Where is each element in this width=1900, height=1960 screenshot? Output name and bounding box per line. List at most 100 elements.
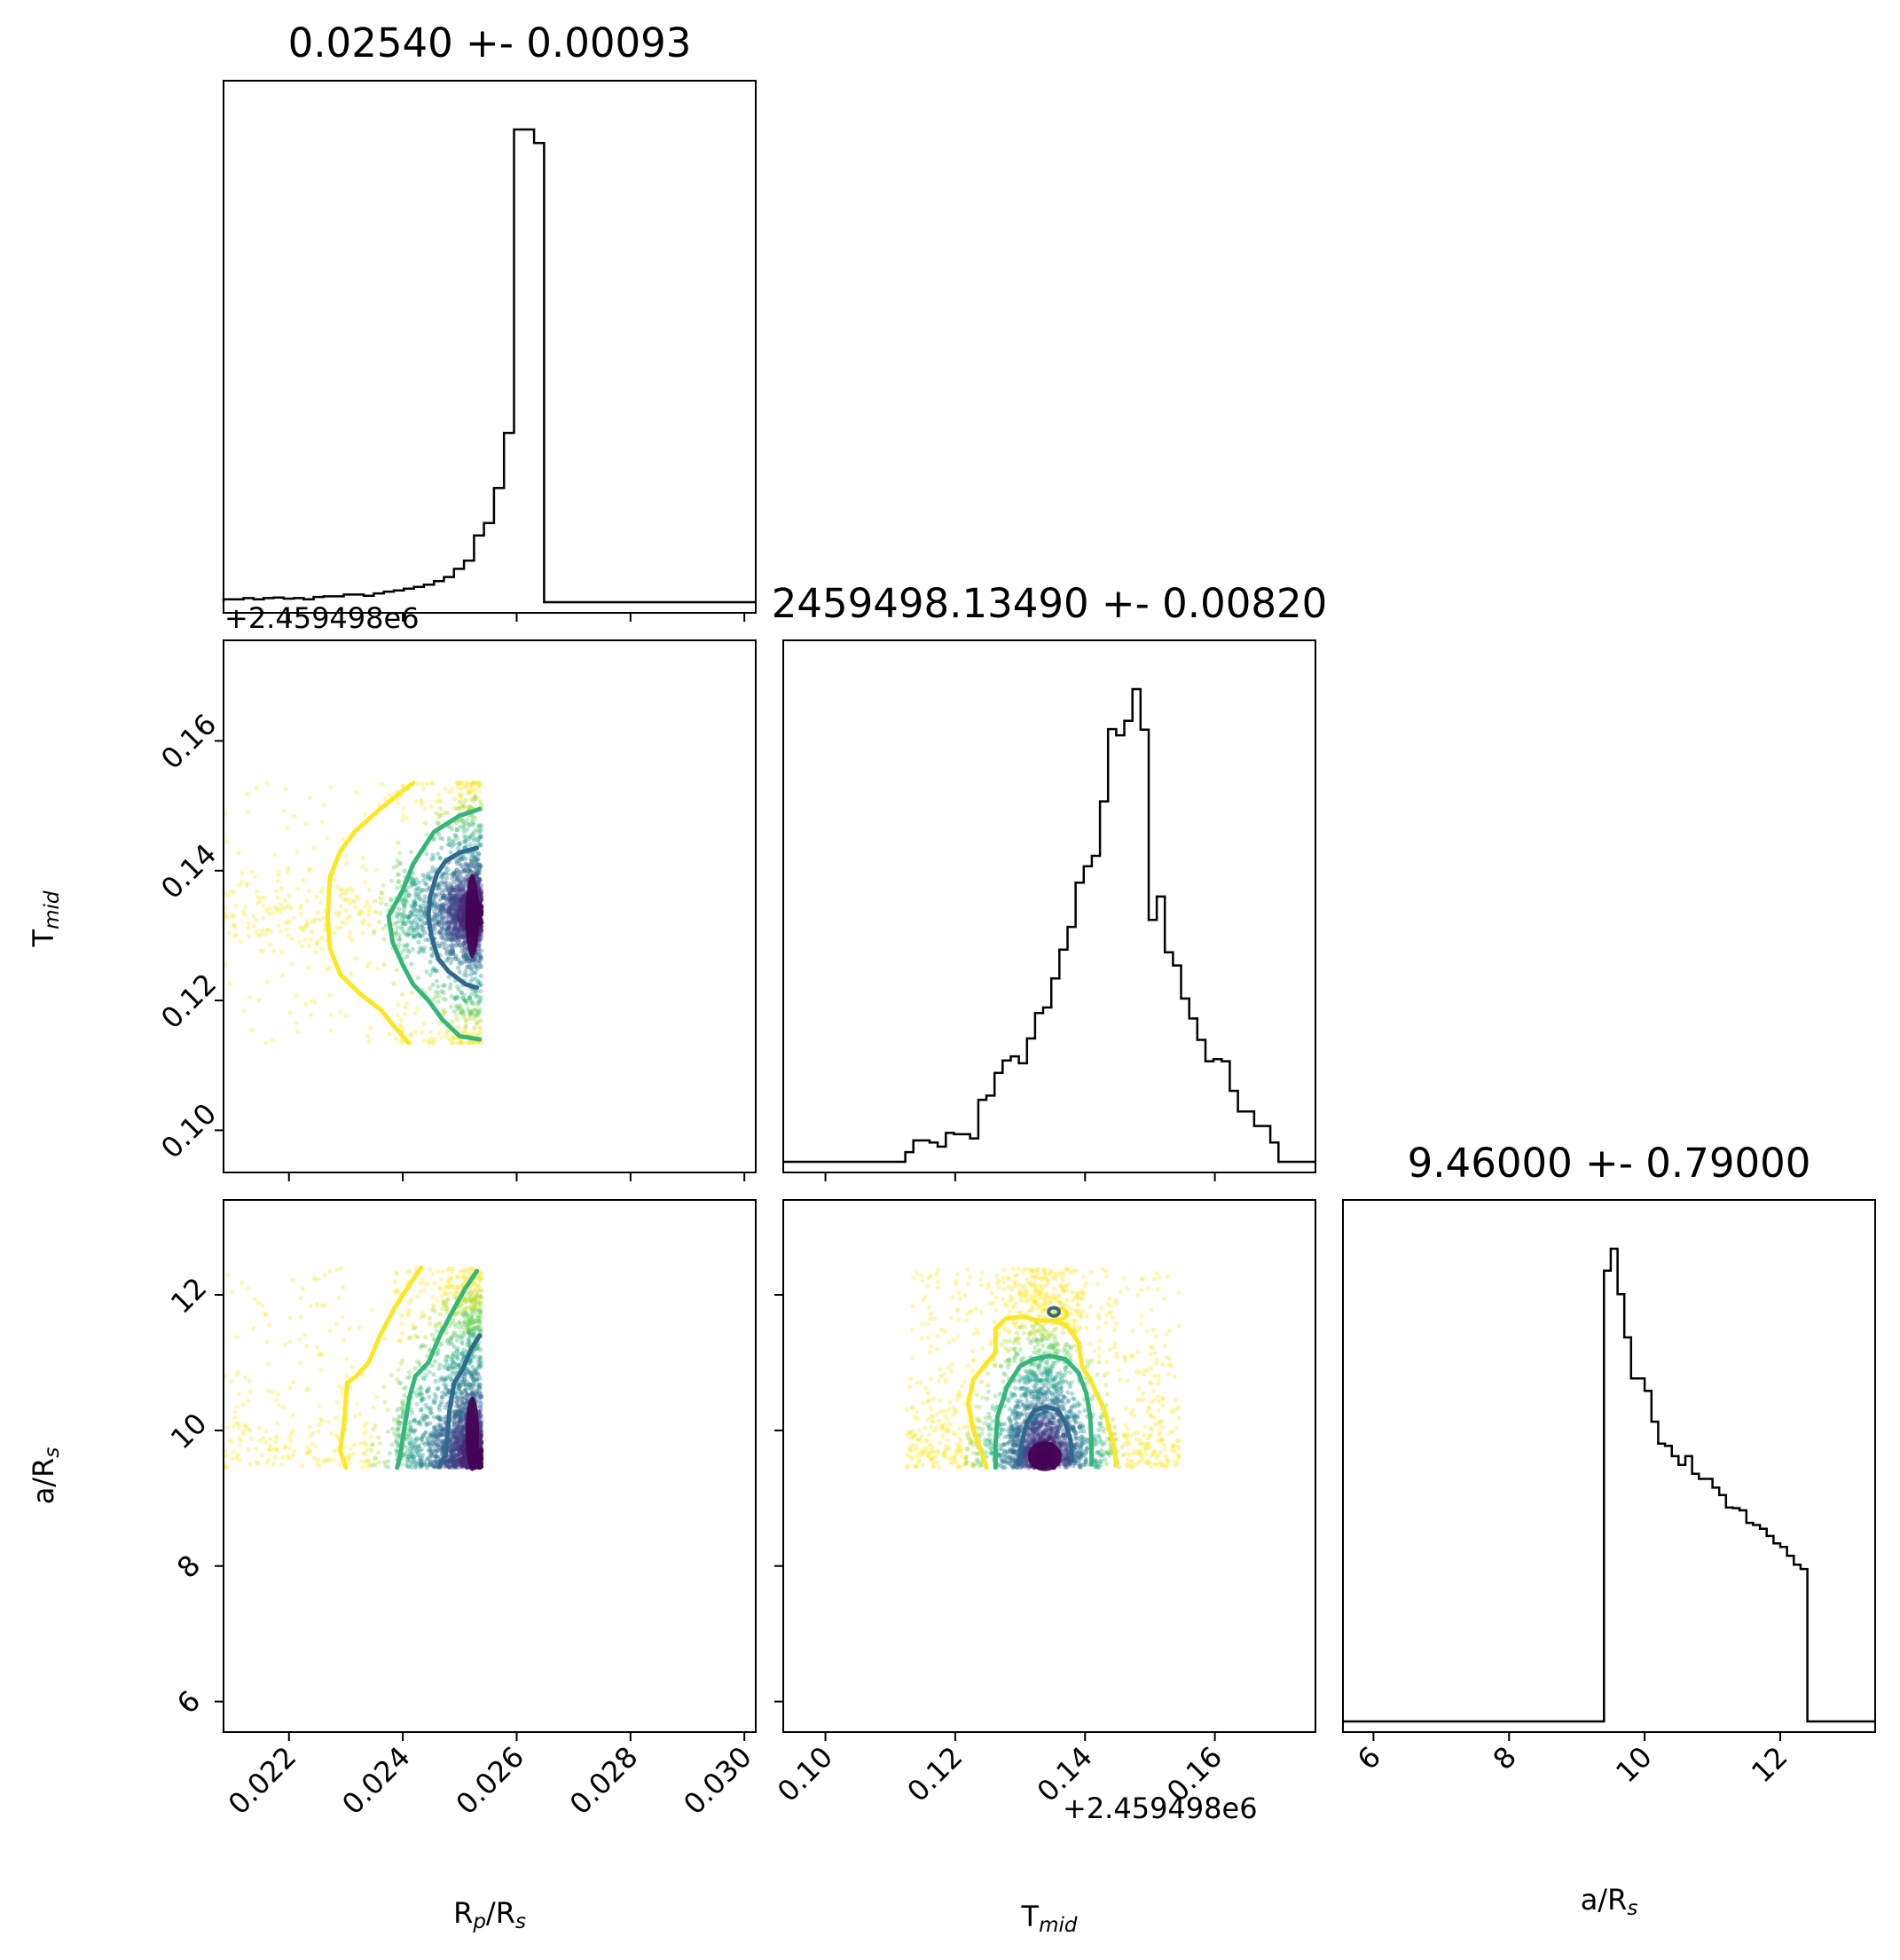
scatter-point	[459, 960, 465, 966]
scatter-point	[455, 780, 460, 786]
scatter-point	[442, 941, 447, 946]
scatter-point	[447, 891, 452, 898]
scatter-point	[428, 960, 433, 965]
scatter-point	[451, 921, 457, 926]
scatter-point	[279, 906, 285, 911]
scatter-point	[464, 999, 469, 1004]
scatter-point	[438, 806, 444, 811]
scatter-point	[428, 804, 434, 810]
scatter-point	[478, 828, 483, 834]
scatter-point	[476, 1357, 482, 1362]
scatter-point	[226, 930, 232, 936]
scatter-point	[344, 1373, 349, 1378]
scatter-point	[405, 932, 411, 938]
scatter-point	[239, 880, 245, 885]
scatter-point	[255, 933, 261, 938]
scatter-point	[447, 1282, 452, 1288]
scatter-point	[436, 984, 441, 989]
scatter-point	[240, 1402, 246, 1407]
scatter-point	[391, 865, 396, 870]
scatter-point	[440, 925, 445, 930]
scatter-point	[427, 1369, 432, 1375]
scatter-point	[436, 1031, 442, 1036]
scatter-point	[470, 1007, 475, 1014]
scatter-point	[423, 1335, 428, 1340]
scatter-point	[376, 1450, 381, 1455]
scatter-point	[242, 905, 247, 910]
scatter-point	[432, 893, 437, 898]
scatter-point	[453, 921, 459, 927]
scatter-point	[447, 951, 452, 956]
scatter-point	[461, 869, 467, 874]
scatter-point	[444, 875, 449, 881]
scatter-point	[463, 1019, 468, 1024]
scatter-point	[436, 892, 442, 898]
scatter-point	[404, 943, 409, 948]
scatter-point	[464, 843, 469, 849]
scatter-point	[438, 907, 444, 913]
scatter-point	[232, 924, 237, 929]
scatter-point	[473, 796, 478, 802]
scatter-point	[286, 932, 291, 938]
scatter-point	[454, 1354, 460, 1360]
scatter-point	[466, 868, 471, 874]
scatter-point	[436, 921, 441, 926]
scatter-point	[358, 1441, 364, 1446]
scatter-point	[460, 1009, 466, 1015]
scatter-point	[472, 1001, 477, 1007]
scatter-point	[449, 928, 454, 933]
scatter-point	[296, 1337, 302, 1342]
scatter-point	[409, 923, 414, 929]
scatter-point	[414, 891, 420, 898]
scatter-point	[404, 1000, 410, 1006]
scatter-point	[429, 857, 435, 862]
scatter-point	[414, 1401, 420, 1407]
scatter-point	[476, 788, 482, 794]
scatter-point	[444, 1309, 450, 1314]
scatter-point	[447, 948, 453, 953]
scatter-point	[365, 1033, 370, 1039]
scatter-point	[406, 950, 412, 955]
scatter-point	[475, 873, 480, 878]
scatter-point	[472, 1027, 477, 1032]
scatter-point	[275, 1392, 280, 1398]
scatter-point	[349, 1364, 355, 1369]
scatter-point	[317, 1463, 322, 1469]
scatter-point	[264, 780, 270, 786]
scatter-point	[400, 1330, 405, 1336]
scatter-point	[361, 918, 366, 923]
scatter-point	[399, 1313, 404, 1318]
scatter-point	[475, 1392, 480, 1397]
scatter-point	[432, 915, 437, 921]
scatter-point	[474, 993, 479, 999]
scatter-point	[440, 1269, 445, 1274]
scatter-point	[475, 1284, 482, 1290]
scatter-point	[267, 906, 272, 911]
scatter-point	[435, 968, 440, 974]
scatter-point	[459, 899, 464, 905]
scatter-point	[456, 957, 461, 962]
scatter-point	[465, 827, 470, 832]
scatter-point	[445, 927, 451, 932]
scatter-point	[474, 874, 479, 880]
scatter-point	[325, 1458, 330, 1463]
scatter-point	[307, 1434, 312, 1439]
scatter-point	[362, 1423, 367, 1428]
scatter-point	[312, 1277, 318, 1282]
scatter-point	[310, 917, 316, 923]
scatter-point	[456, 908, 462, 913]
scatter-point	[414, 926, 420, 931]
scatter-point	[421, 1039, 427, 1044]
scatter-point	[245, 791, 250, 796]
scatter-point	[344, 888, 349, 893]
scatter-point	[344, 916, 350, 921]
scatter-point	[236, 1424, 242, 1430]
scatter-point	[281, 808, 287, 813]
scatter-point	[303, 1002, 309, 1007]
scatter-point	[296, 939, 302, 945]
scatter-point	[467, 959, 473, 964]
scatter-point	[396, 1337, 402, 1343]
scatter-point	[468, 972, 474, 977]
scatter-point	[442, 922, 447, 928]
scatter-point	[452, 911, 458, 916]
